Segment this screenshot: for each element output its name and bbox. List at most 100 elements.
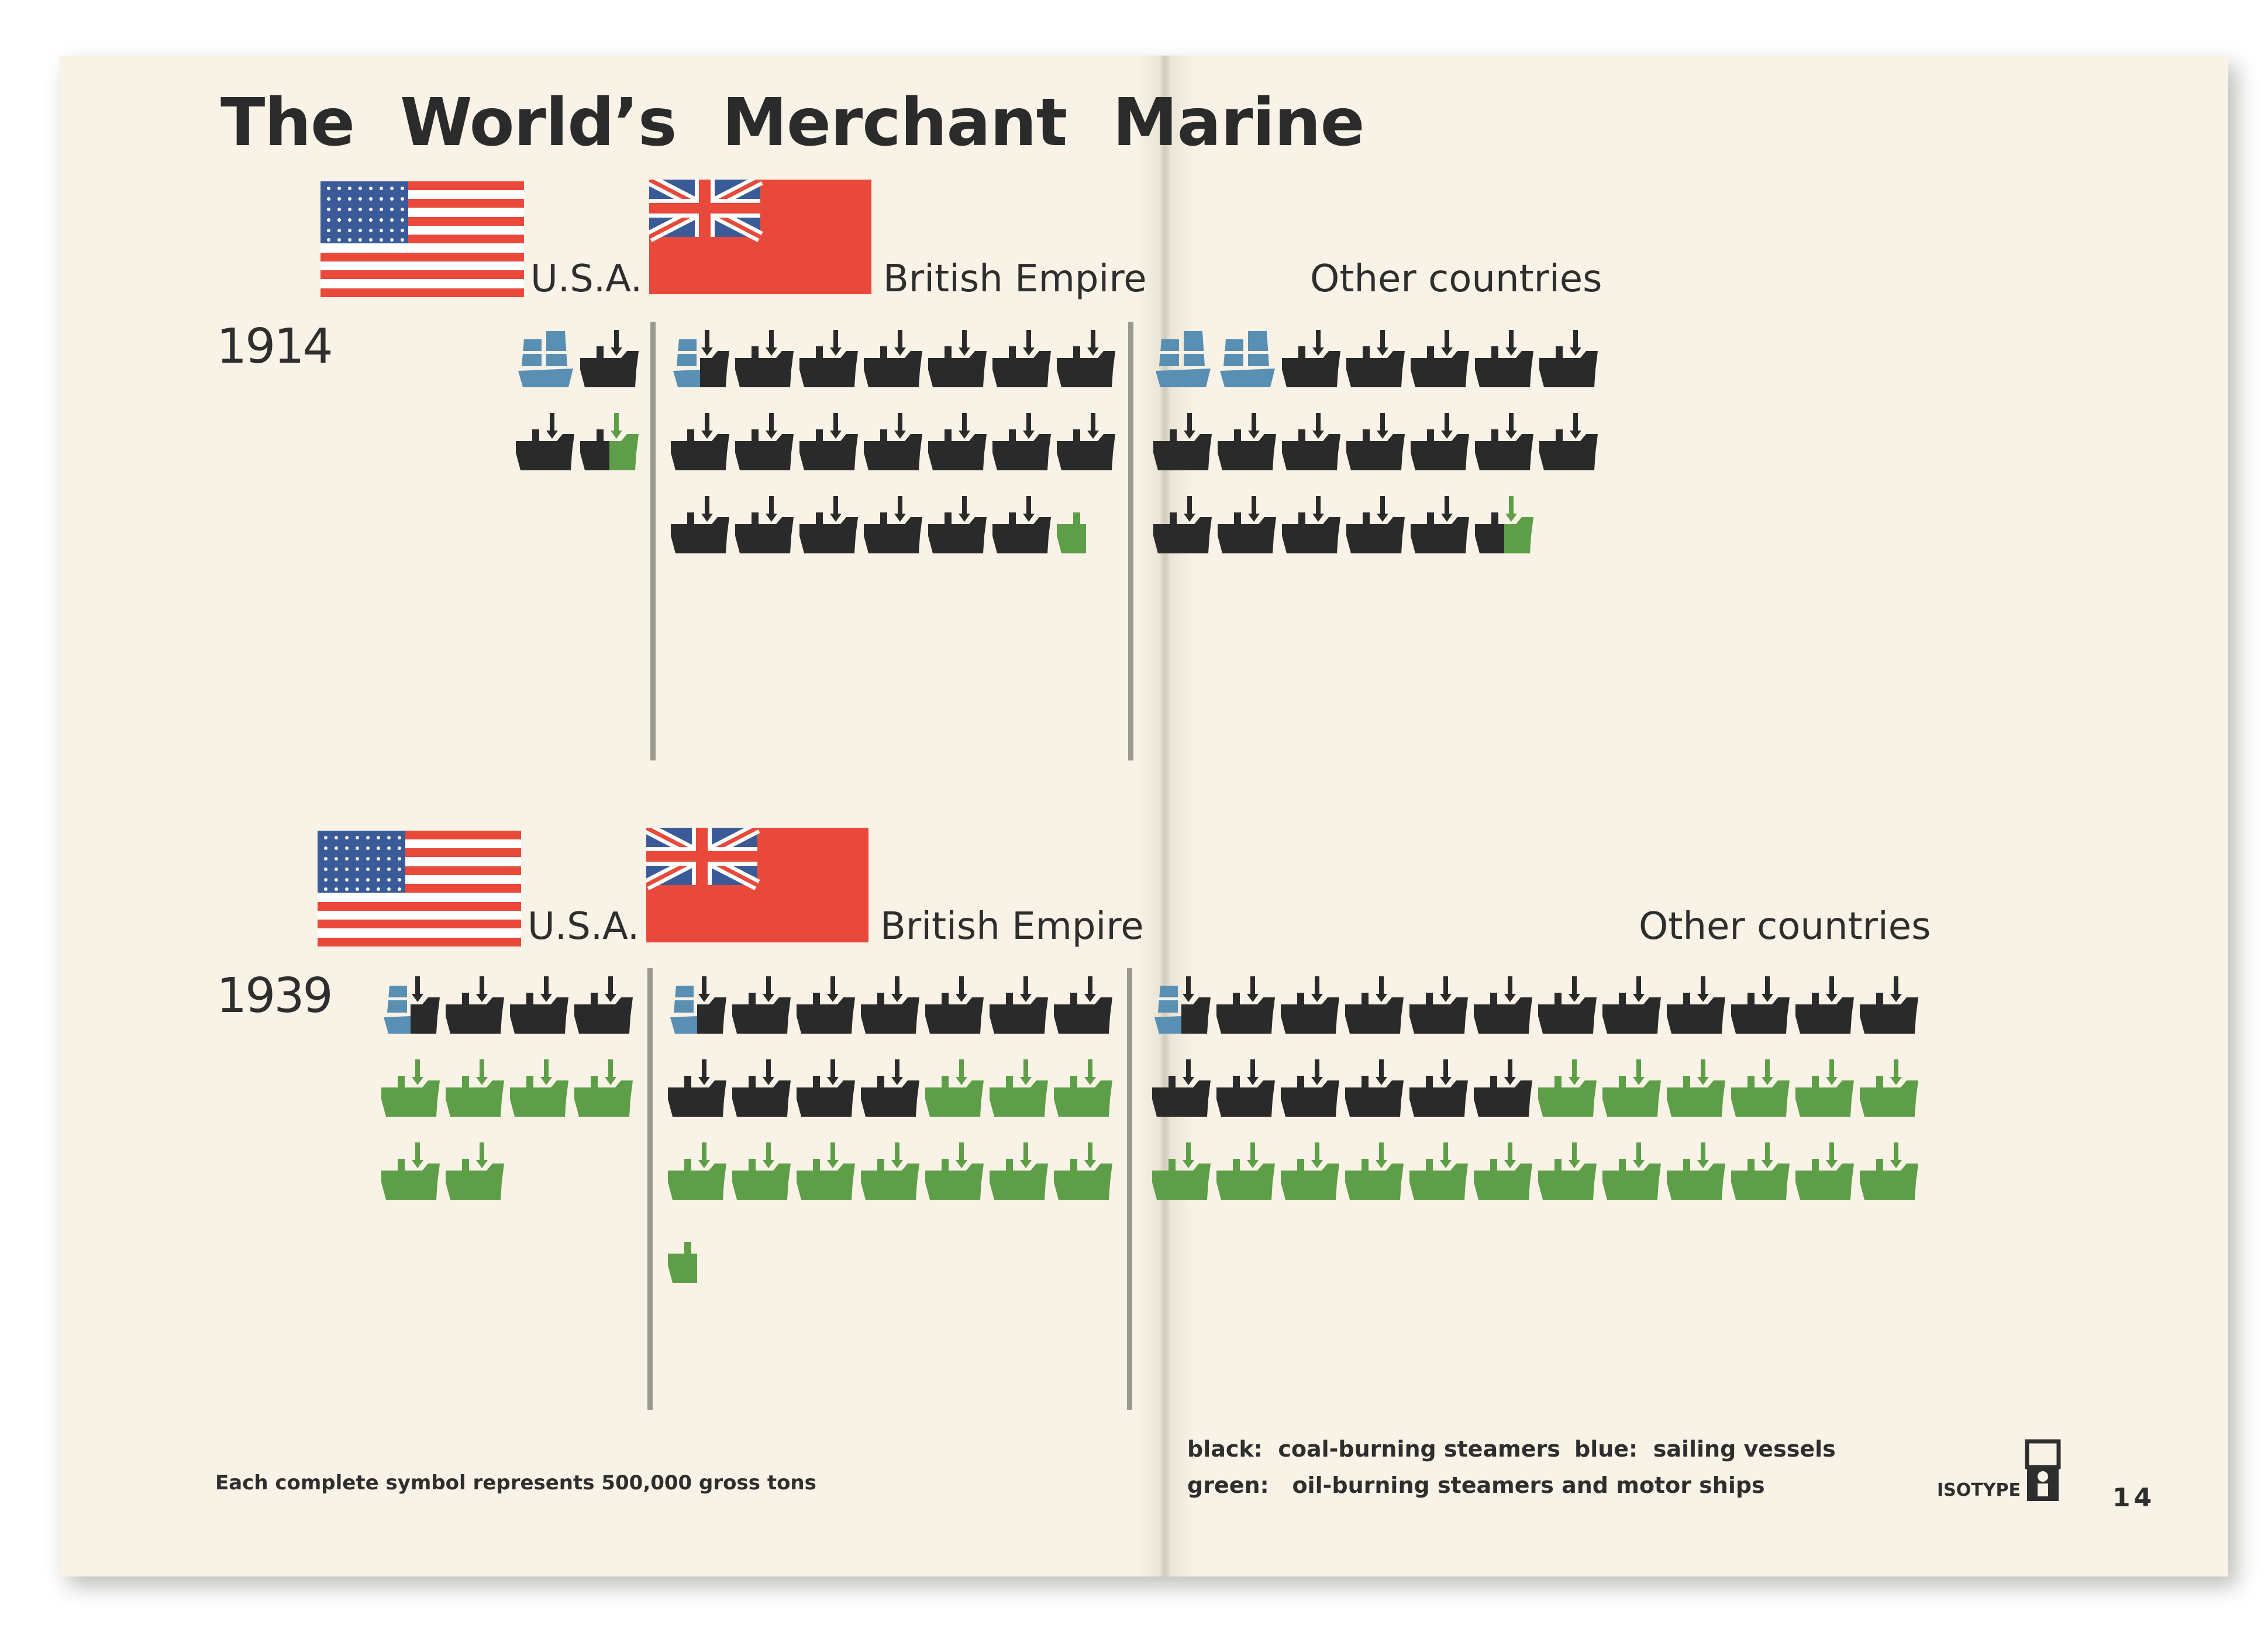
ship-symbol bbox=[732, 976, 791, 1034]
ship-symbol bbox=[1475, 496, 1533, 553]
ship-symbol bbox=[864, 330, 922, 387]
ship-symbol bbox=[1216, 1142, 1275, 1200]
ship-symbol bbox=[1667, 976, 1725, 1034]
ship-symbol bbox=[1282, 330, 1340, 387]
ship-symbol bbox=[1795, 976, 1854, 1034]
ship-symbol bbox=[1057, 413, 1115, 470]
ship-symbol bbox=[1282, 413, 1340, 470]
ship-symbol bbox=[1795, 1059, 1854, 1117]
ship-symbol bbox=[861, 1142, 919, 1200]
ship-symbol bbox=[1153, 413, 1212, 470]
ship-symbol bbox=[1539, 413, 1598, 470]
ship-symbol bbox=[1282, 496, 1340, 553]
label-british-empire-1939: British Empire bbox=[880, 905, 1144, 948]
ship-symbol bbox=[670, 976, 726, 1034]
legend-green-key: green: bbox=[1187, 1472, 1269, 1498]
ship-symbol bbox=[864, 496, 922, 553]
ship-symbol bbox=[1057, 330, 1115, 387]
ship-symbol bbox=[735, 413, 794, 470]
ship-symbol bbox=[1731, 1059, 1790, 1117]
ship-symbol bbox=[1475, 413, 1533, 470]
ship-symbol bbox=[1538, 1059, 1597, 1117]
us-flag-icon bbox=[318, 831, 521, 949]
ship-symbol bbox=[1409, 1059, 1468, 1117]
ship-symbol bbox=[1860, 976, 1918, 1034]
ship-symbol bbox=[668, 1059, 726, 1117]
ship-symbol bbox=[1153, 496, 1212, 553]
isotype-label: ISOTYPE bbox=[1937, 1480, 2021, 1500]
ship-symbol bbox=[928, 330, 987, 387]
ship-symbol bbox=[732, 1059, 791, 1117]
ship-symbol bbox=[1538, 976, 1597, 1034]
ship-symbol bbox=[1057, 512, 1086, 553]
ship-symbol bbox=[510, 1059, 568, 1117]
label-british-empire-1914: British Empire bbox=[883, 257, 1147, 301]
group-divider bbox=[647, 968, 653, 1410]
group-divider bbox=[1127, 968, 1132, 1410]
legend-blue-key: blue: bbox=[1574, 1436, 1638, 1462]
ship-symbol bbox=[1539, 330, 1598, 387]
ship-symbol bbox=[1346, 496, 1405, 553]
ship-symbol bbox=[1345, 1059, 1404, 1117]
ship-symbol bbox=[992, 413, 1051, 470]
ship-symbol bbox=[1218, 496, 1276, 553]
isotype-logo-icon bbox=[2024, 1439, 2062, 1506]
ship-symbol bbox=[1667, 1059, 1725, 1117]
ship-symbol bbox=[1411, 330, 1469, 387]
ship-symbol bbox=[799, 330, 858, 387]
ship-symbol bbox=[1474, 976, 1532, 1034]
ship-symbol bbox=[1346, 330, 1405, 387]
ship-symbol bbox=[1346, 413, 1405, 470]
legend-blue-text: sailing vessels bbox=[1653, 1436, 1836, 1462]
ship-symbol bbox=[1860, 1059, 1918, 1117]
ship-symbol bbox=[1216, 1059, 1275, 1117]
ship-symbol bbox=[797, 976, 855, 1034]
ship-symbol bbox=[1220, 331, 1275, 387]
ship-symbol bbox=[1602, 1059, 1661, 1117]
ship-symbol bbox=[580, 330, 639, 387]
ship-symbol bbox=[1474, 1142, 1532, 1200]
ship-symbol bbox=[990, 1142, 1048, 1200]
ship-symbol bbox=[992, 330, 1051, 387]
ship-symbol bbox=[384, 976, 440, 1034]
legend-blue: blue: sailing vessels bbox=[1574, 1436, 1836, 1462]
ship-symbol bbox=[732, 1142, 791, 1200]
ship-symbol bbox=[1602, 976, 1661, 1034]
ship-symbol bbox=[1602, 1142, 1661, 1200]
label-other-countries-1914: Other countries bbox=[1310, 257, 1602, 301]
ship-symbol bbox=[1156, 331, 1211, 387]
ship-symbol bbox=[580, 413, 639, 470]
ship-symbol bbox=[799, 413, 858, 470]
ship-symbol bbox=[1409, 1142, 1468, 1200]
ship-symbol bbox=[990, 976, 1048, 1034]
page-number: 14 bbox=[2112, 1483, 2156, 1513]
page-title: The World’s Merchant Marine bbox=[220, 85, 1365, 161]
ship-symbol bbox=[925, 976, 984, 1034]
ship-symbol bbox=[381, 1142, 440, 1200]
ship-symbol bbox=[1281, 976, 1339, 1034]
ship-symbol bbox=[671, 496, 729, 553]
group-divider bbox=[1128, 322, 1133, 760]
us-flag-icon bbox=[320, 181, 524, 300]
ship-symbol bbox=[1216, 976, 1275, 1034]
ship-symbol bbox=[1409, 976, 1468, 1034]
ship-symbol bbox=[668, 1242, 697, 1283]
ship-symbol bbox=[1054, 1142, 1112, 1200]
ship-symbol bbox=[928, 413, 987, 470]
ship-symbol bbox=[1795, 1142, 1854, 1200]
ship-symbol bbox=[864, 413, 922, 470]
ship-symbol bbox=[861, 976, 919, 1034]
ship-symbol bbox=[1154, 976, 1211, 1034]
ship-symbol bbox=[992, 496, 1051, 553]
ship-symbol bbox=[797, 1142, 855, 1200]
label-usa-1914: U.S.A. bbox=[530, 257, 643, 301]
ship-symbol bbox=[1474, 1059, 1532, 1117]
year-label-1939: 1939 bbox=[216, 968, 333, 1024]
ship-symbol bbox=[1538, 1142, 1597, 1200]
ship-symbol bbox=[1054, 976, 1112, 1034]
ship-symbol bbox=[928, 496, 987, 553]
ship-symbol bbox=[1731, 1142, 1790, 1200]
ship-symbol bbox=[735, 330, 794, 387]
ship-symbol bbox=[446, 1142, 504, 1200]
ship-symbol bbox=[797, 1059, 855, 1117]
